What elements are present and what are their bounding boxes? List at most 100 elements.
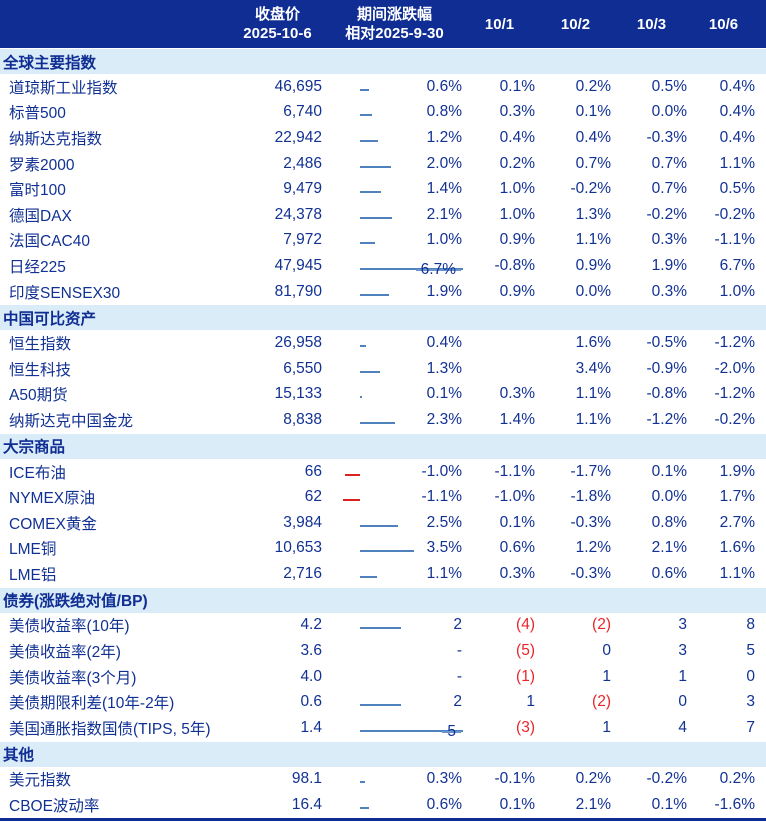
- daily-change-value: 0.2%: [575, 77, 611, 95]
- table-row: 富时100 9,479 1.4% 1.0% -0.2% 0.7% 0.5%: [0, 176, 766, 202]
- daily-change-value: -0.2%: [646, 205, 688, 223]
- daily-change-value: -0.2%: [714, 410, 756, 428]
- daily-change-value: 0.1%: [575, 103, 611, 121]
- change-data-bar: [360, 114, 373, 117]
- instrument-name: 美国通胀指数国债(TIPS, 5年): [9, 720, 211, 738]
- daily-change-value: 1.6%: [575, 334, 611, 352]
- daily-change-value: 0.3%: [499, 564, 535, 582]
- daily-change-value: 2.1%: [575, 796, 611, 814]
- change-data-bar: [360, 421, 396, 424]
- instrument-name: 美债期限利差(10年-2年): [9, 695, 175, 713]
- daily-change-value: 0.2%: [575, 770, 611, 788]
- change-data-bar: [360, 781, 365, 784]
- daily-change-value: 1.6%: [719, 539, 755, 557]
- change-data-bar: [360, 267, 463, 270]
- instrument-name: 恒生指数: [9, 336, 72, 354]
- change-data-bar: [360, 191, 382, 194]
- change-data-bar: [360, 524, 399, 527]
- table-header: 收盘价 2025-10-6 期间涨跌幅 相对2025-9-30 10/1 10/…: [0, 0, 766, 48]
- column-header-period-change: 期间涨跌幅 相对2025-9-30: [325, 0, 464, 48]
- column-header-date-4: 10/6: [708, 15, 739, 33]
- daily-change-value: 2.1%: [651, 539, 687, 557]
- daily-change-value: 0.7%: [651, 180, 687, 198]
- instrument-name: CBOE波动率: [9, 798, 100, 816]
- daily-change-value: 0.1%: [651, 462, 687, 480]
- daily-change-value: 0.0%: [651, 488, 687, 506]
- instrument-name: 美债收益率(2年): [9, 644, 121, 662]
- daily-change-value: 1.7%: [719, 488, 755, 506]
- close-price-value: 8,838: [283, 410, 322, 428]
- close-price-date: 2025-10-6: [243, 25, 312, 42]
- daily-change-value: 0.8%: [651, 513, 687, 531]
- section-header-row: 大宗商品: [0, 432, 766, 459]
- table-row: 恒生指数 26,958 0.4% 1.6% -0.5% -1.2%: [0, 330, 766, 356]
- change-data-bar: [360, 139, 379, 142]
- daily-change-value: 2.7%: [719, 513, 755, 531]
- daily-change-value: 1.0%: [719, 282, 755, 300]
- daily-change-value: -0.9%: [646, 359, 688, 377]
- table-row: 标普500 6,740 0.8% 0.3% 0.1% 0.0% 0.4%: [0, 99, 766, 126]
- change-data-bar: [360, 807, 370, 810]
- close-price-label: 收盘价: [254, 6, 300, 23]
- change-data-bar: [360, 293, 390, 296]
- daily-change-value: 0.0%: [651, 103, 687, 121]
- instrument-name: 道琼斯工业指数: [9, 79, 118, 97]
- section-header-row: 中国可比资产: [0, 304, 766, 331]
- daily-change-value: (3): [516, 718, 535, 736]
- period-change-value: 6.7%: [415, 261, 461, 278]
- period-change-value: 5: [442, 723, 461, 740]
- daily-change-value: 0.7%: [575, 154, 611, 172]
- daily-change-value: 0.3%: [499, 385, 535, 403]
- close-price-value: 24,378: [274, 205, 322, 223]
- daily-change-value: 1.4%: [499, 410, 535, 428]
- daily-change-value: 1.3%: [575, 205, 611, 223]
- instrument-name: 罗素2000: [9, 156, 75, 174]
- daily-change-value: -0.2%: [714, 205, 756, 223]
- daily-change-value: -0.8%: [646, 385, 688, 403]
- daily-change-value: 0.6%: [651, 564, 687, 582]
- table-row: 日经225 47,945 6.7% -0.8% 0.9% 1.9% 6.7%: [0, 253, 766, 279]
- daily-change-value: 1.0%: [499, 180, 535, 198]
- table-row: ICE布油 66 -1.0% -1.1% -1.7% 0.1% 1.9%: [0, 458, 766, 485]
- instrument-name: 纳斯达克中国金龙: [9, 412, 134, 430]
- instrument-name: 法国CAC40: [9, 233, 90, 251]
- table-row: 法国CAC40 7,972 1.0% 0.9% 1.1% 0.3% -1.1%: [0, 227, 766, 254]
- daily-change-value: -1.1%: [494, 462, 536, 480]
- close-price-value: 2,486: [283, 154, 322, 172]
- instrument-name: 恒生科技: [9, 361, 72, 379]
- close-price-value: 3,984: [283, 513, 322, 531]
- change-data-bar: [360, 396, 362, 399]
- change-data-bar: [360, 165, 391, 168]
- column-header-date-1: 10/1: [484, 15, 515, 33]
- close-price-value: 4.2: [300, 616, 322, 634]
- instrument-name: 美元指数: [9, 772, 72, 790]
- change-data-bar: [360, 575, 377, 578]
- daily-change-value: 0.1%: [499, 77, 535, 95]
- table-row: COMEX黄金 3,984 2.5% 0.1% -0.3% 0.8% 2.7%: [0, 509, 766, 536]
- change-data-bar: [360, 370, 380, 373]
- instrument-name: A50期货: [9, 387, 68, 405]
- change-data-bar: [360, 88, 370, 91]
- table-row: 罗素2000 2,486 2.0% 0.2% 0.7% 0.7% 1.1%: [0, 150, 766, 177]
- daily-change-value: 1: [526, 693, 535, 711]
- close-price-value: 47,945: [274, 256, 322, 274]
- daily-change-value: 3: [678, 616, 687, 634]
- table-row: 德国DAX 24,378 2.1% 1.0% 1.3% -0.2% -0.2%: [0, 201, 766, 228]
- table-row: 美元指数 98.1 0.3% -0.1% 0.2% -0.2% 0.2%: [0, 766, 766, 793]
- instrument-name: LME铝: [9, 566, 57, 584]
- daily-change-value: 0.5%: [719, 180, 755, 198]
- close-price-value: 81,790: [274, 282, 322, 300]
- close-price-value: 3.6: [300, 642, 322, 660]
- daily-change-value: 0.4%: [499, 128, 535, 146]
- daily-change-value: 4: [678, 718, 687, 736]
- daily-change-value: 1.9%: [719, 462, 755, 480]
- daily-change-value: 1.0%: [499, 205, 535, 223]
- close-price-value: 2,716: [283, 564, 322, 582]
- close-price-value: 26,958: [274, 334, 322, 352]
- daily-change-value: (4): [516, 616, 535, 634]
- instrument-name: 德国DAX: [9, 207, 72, 225]
- daily-change-value: 0.1%: [499, 796, 535, 814]
- table-row: 恒生科技 6,550 1.3% 3.4% -0.9% -2.0%: [0, 355, 766, 382]
- daily-change-value: 0.0%: [575, 282, 611, 300]
- change-data-bar: [360, 345, 367, 348]
